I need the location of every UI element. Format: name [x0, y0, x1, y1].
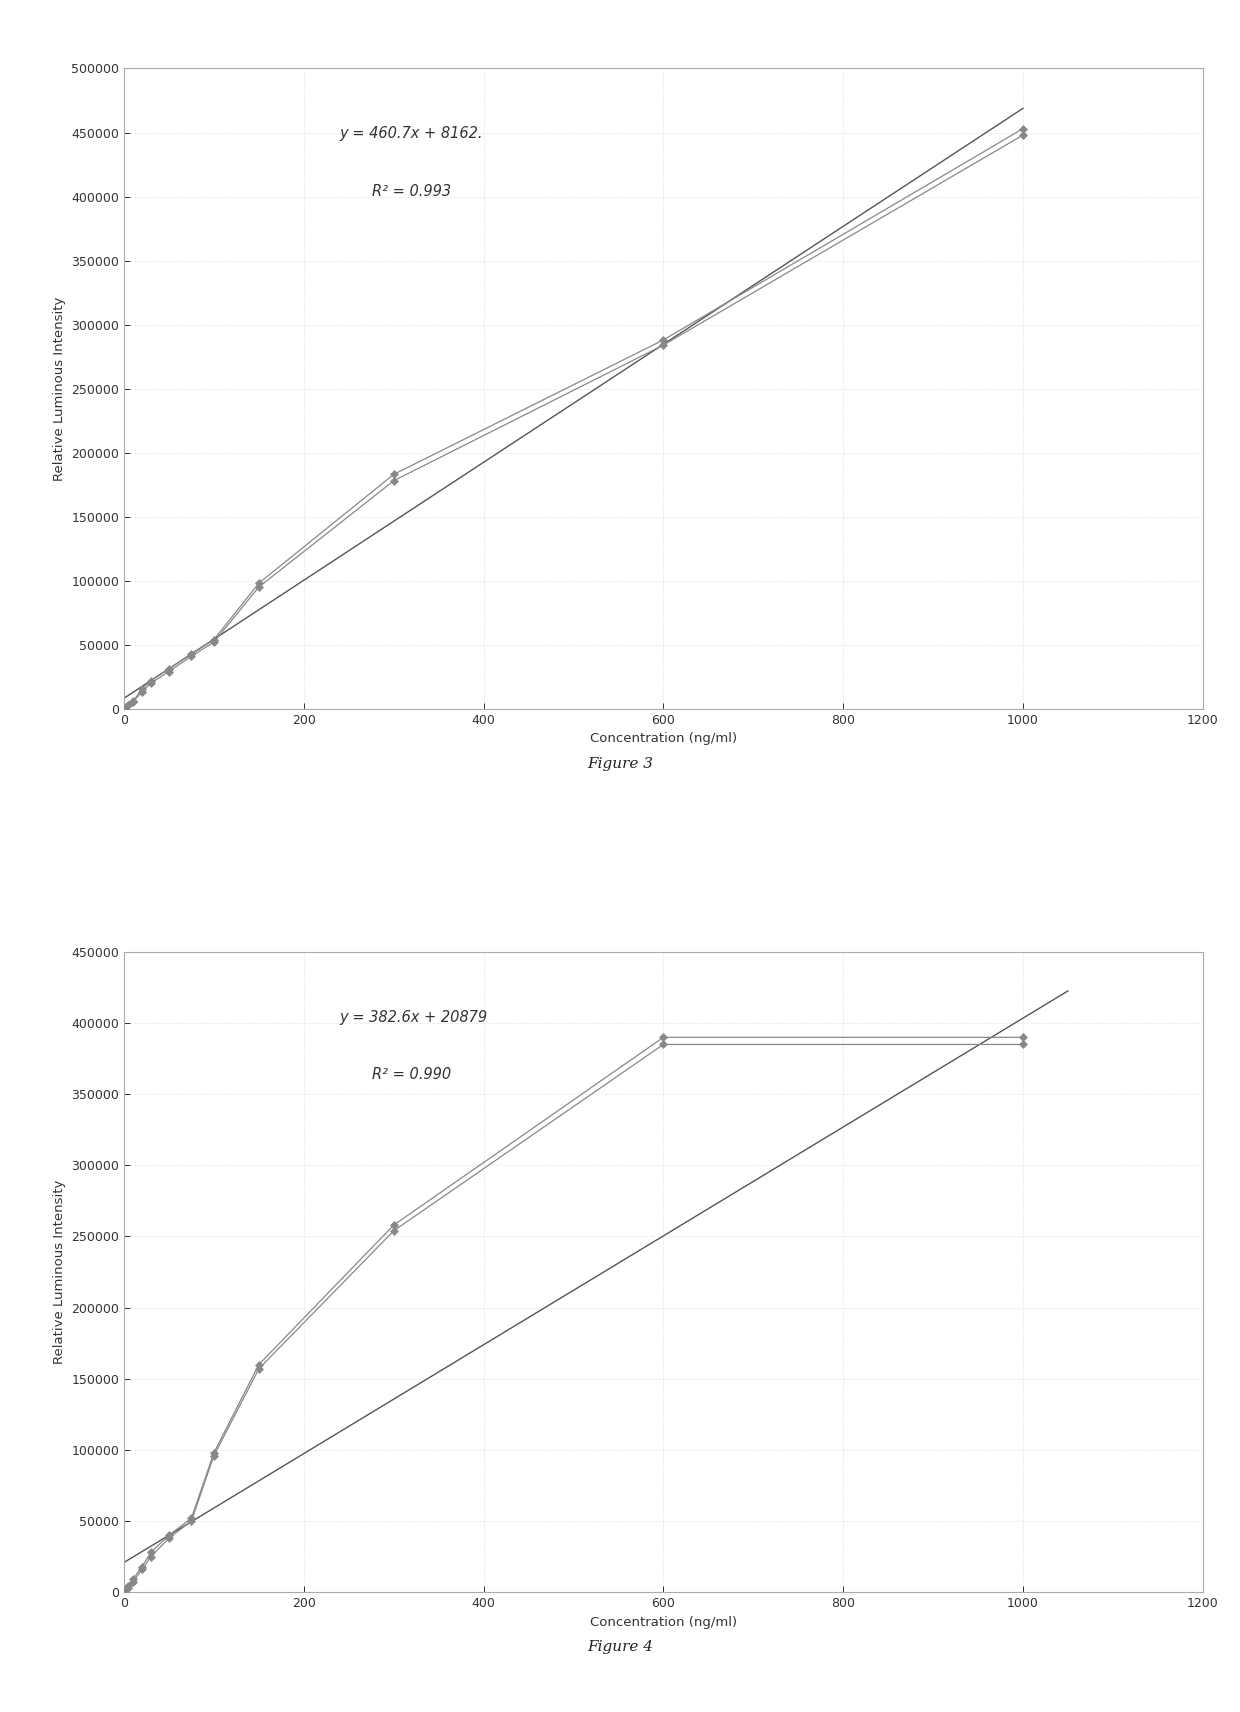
- Y-axis label: Relative Luminous Intensity: Relative Luminous Intensity: [52, 296, 66, 481]
- Text: R² = 0.990: R² = 0.990: [372, 1067, 451, 1082]
- Text: Figure 4: Figure 4: [587, 1640, 653, 1654]
- Y-axis label: Relative Luminous Intensity: Relative Luminous Intensity: [53, 1180, 66, 1364]
- X-axis label: Concentration (ng/ml): Concentration (ng/ml): [590, 733, 737, 745]
- Text: y = 460.7x + 8162.: y = 460.7x + 8162.: [340, 127, 484, 140]
- Text: Figure 3: Figure 3: [587, 757, 653, 770]
- Text: y = 382.6x + 20879: y = 382.6x + 20879: [340, 1010, 487, 1024]
- X-axis label: Concentration (ng/ml): Concentration (ng/ml): [590, 1616, 737, 1628]
- Text: R² = 0.993: R² = 0.993: [372, 183, 451, 199]
